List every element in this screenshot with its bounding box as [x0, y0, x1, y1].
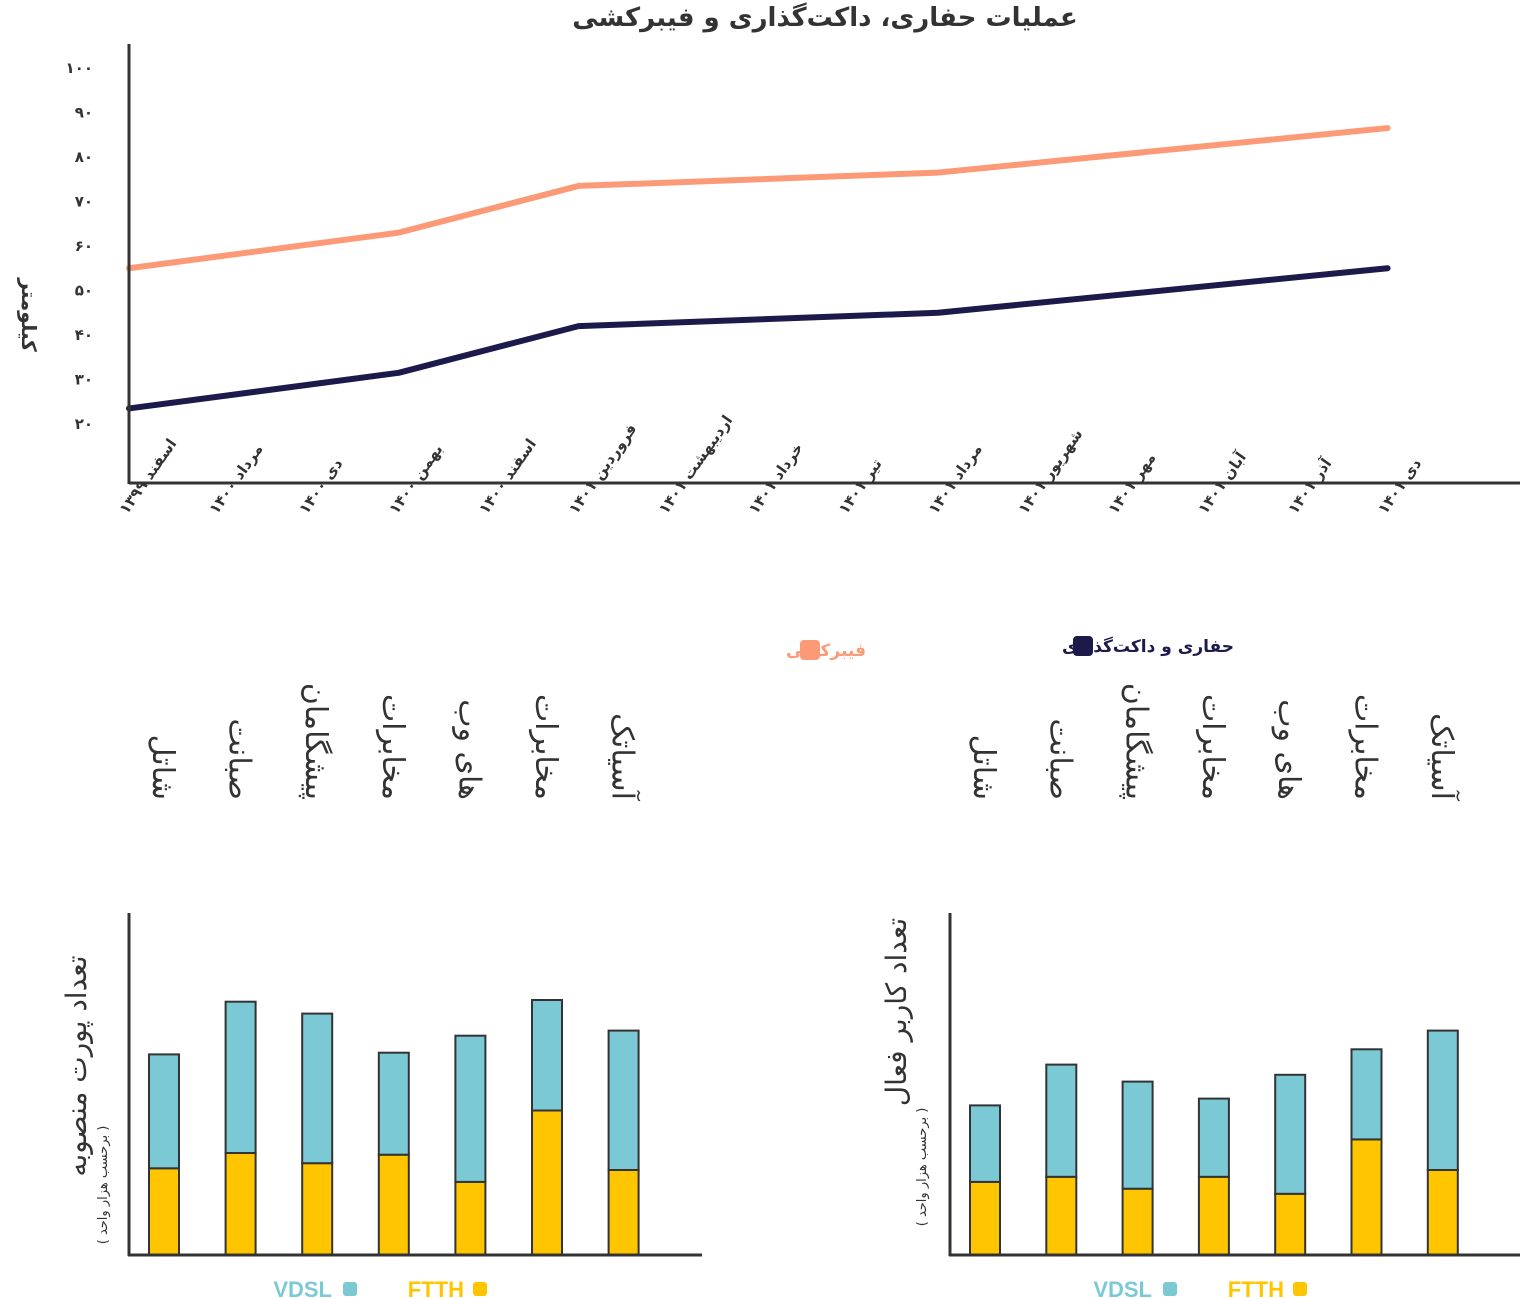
- users-bar-vdsl: [1274, 1073, 1307, 1195]
- line-chart: عملیات حفاری، داکت‌گذاری و فیبرکشی کیلوم…: [17, 2, 1520, 661]
- users-bar-vdsl: [1045, 1063, 1078, 1178]
- ports-bar-ftth: [148, 1167, 180, 1257]
- users-bar-ftth: [1197, 1175, 1230, 1257]
- legend-swatch-fiber: [800, 640, 820, 660]
- y-tick-label: ۸۰: [75, 148, 93, 166]
- legend-label-ftth: FTTH: [1228, 1277, 1284, 1299]
- ports-bar-vdsl: [377, 1051, 410, 1156]
- users-category-label: مخابرات: [1348, 694, 1383, 800]
- users-bar-ftth: [969, 1180, 1001, 1257]
- ports-category-label: شاتل: [145, 735, 180, 800]
- ports-bar-ftth: [454, 1180, 487, 1257]
- y-tick-label: ۳۰: [75, 371, 93, 389]
- x-tick-label: اسفند ۱۳۹۹: [116, 435, 181, 517]
- y-tick-label: ۵۰: [75, 282, 93, 300]
- ports-category-label: آسیاتک: [605, 713, 641, 802]
- users-bar-vdsl: [1121, 1080, 1154, 1190]
- legend-label-fiber: فیبرکشی: [786, 641, 866, 661]
- y-tick-label: ۷۰: [75, 193, 93, 211]
- ports-bar-vdsl: [531, 999, 563, 1112]
- bar-chart-ports-categories: شاتل صبانت پیشگامان مخابرات های وب مخابرات آسی…: [145, 683, 641, 802]
- legend-swatch-ftth: [1293, 1282, 1307, 1296]
- ports-bar-vdsl: [301, 1012, 334, 1165]
- users-bar-vdsl: [1197, 1097, 1230, 1178]
- legend-label-vdsl: VDSL: [1093, 1277, 1152, 1299]
- bar-chart-users-categories: شاتل صبانت پیشگامان مخابرات های وب مخابرات آسی…: [966, 683, 1460, 802]
- bar-chart-ports: تعداد پورت منصوبه ( برحسب هزار واحد ) شا…: [60, 683, 702, 1299]
- y-tick-label: ۶۰: [75, 237, 93, 255]
- users-bar-vdsl: [1350, 1048, 1383, 1141]
- users-category-label: های وب: [1271, 699, 1306, 800]
- x-tick-label: اردیبهشت ۱۴۰۱: [655, 412, 736, 517]
- bar-chart-users-bars: [969, 1029, 1459, 1257]
- ports-bar-ftth: [531, 1109, 563, 1256]
- ports-bar-ftth: [607, 1169, 640, 1256]
- ports-category-label: های وب: [451, 699, 486, 800]
- users-bar-ftth: [1274, 1192, 1307, 1257]
- x-tick-label: مرداد ۱۴۰۰: [205, 441, 266, 518]
- legend-label-duct: حفاری و داکت‌گذاری: [1062, 636, 1234, 657]
- bar-chart-users-legend: VDSL FTTH: [1093, 1277, 1307, 1299]
- y-tick-label: ۴۰: [75, 326, 93, 344]
- line-chart-x-ticks: اسفند ۱۳۹۹ مرداد ۱۴۰۰ دی ۱۴۰۰ بهمن ۱۴۰۰ اسفن…: [116, 412, 1426, 517]
- y-tick-label: ۲۰: [75, 415, 93, 433]
- ports-bar-vdsl: [607, 1029, 640, 1171]
- legend-swatch-vdsl: [343, 1282, 357, 1296]
- x-tick-label: فروردین ۱۴۰۱: [565, 420, 640, 517]
- x-tick-label: تیر ۱۴۰۱: [835, 455, 886, 517]
- line-chart-y-axis-label: کیلومتر: [17, 277, 41, 352]
- bar-chart-users: تعداد کاربر فعال ( برحسب هزار واحد ) شات…: [880, 683, 1520, 1299]
- series-line-duct: [126, 265, 1391, 412]
- x-tick-label: اسفند ۱۴۰۰: [475, 435, 540, 517]
- x-tick-label: بهمن ۱۴۰۰: [385, 441, 446, 518]
- users-bar-ftth: [1350, 1138, 1383, 1257]
- series-line-fiber: [126, 125, 1391, 272]
- bar-chart-ports-bars: [148, 999, 640, 1257]
- bar-chart-users-y-axis-sublabel: ( برحسب هزار واحد ): [915, 1108, 930, 1227]
- ports-category-label: پیشگامان: [298, 683, 333, 800]
- line-chart-y-ticks: ۲۰ ۳۰ ۴۰ ۵۰ ۶۰ ۷۰ ۸۰ ۹۰ ۱۰۰: [66, 59, 93, 433]
- ports-bar-ftth: [301, 1162, 334, 1256]
- x-tick-label: آذر ۱۴۰۱: [1284, 454, 1336, 517]
- ports-bar-vdsl: [224, 1000, 257, 1155]
- bar-chart-users-y-axis-label: تعداد کاربر فعال: [880, 918, 913, 1106]
- users-category-label: مخابرات: [1195, 694, 1230, 800]
- x-tick-label: دی ۱۴۰۰: [295, 455, 346, 517]
- users-bar-vdsl: [1426, 1029, 1459, 1171]
- ports-bar-vdsl: [148, 1053, 180, 1170]
- y-tick-label: ۹۰: [75, 104, 93, 122]
- ports-category-label: مخابرات: [528, 694, 563, 800]
- legend-swatch-ftth: [473, 1282, 487, 1296]
- users-category-label: آسیاتک: [1424, 713, 1460, 802]
- legend-label-ftth: FTTH: [408, 1277, 464, 1299]
- line-chart-series: [126, 125, 1391, 412]
- line-chart-legend: فیبرکشی حفاری و داکت‌گذاری: [786, 636, 1234, 661]
- legend-swatch-vdsl: [1163, 1282, 1177, 1296]
- ports-bar-vdsl: [454, 1034, 487, 1183]
- users-bar-ftth: [1045, 1175, 1078, 1257]
- ports-category-label: مخابرات: [375, 694, 410, 800]
- users-category-label: صبانت: [1042, 719, 1077, 800]
- users-category-label: شاتل: [966, 735, 1001, 800]
- bar-chart-ports-y-axis-label: تعداد پورت منصوبه: [60, 955, 93, 1176]
- legend-label-vdsl: VDSL: [273, 1277, 332, 1299]
- line-chart-title: عملیات حفاری، داکت‌گذاری و فیبرکشی: [572, 2, 1078, 33]
- bar-chart-ports-y-axis-sublabel: ( برحسب هزار واحد ): [96, 1126, 111, 1245]
- x-tick-label: دی ۱۴۰۱: [1374, 455, 1425, 517]
- ports-bar-ftth: [377, 1153, 410, 1256]
- y-tick-label: ۱۰۰: [66, 59, 93, 77]
- x-tick-label: مرداد ۱۴۰۱: [925, 441, 986, 518]
- users-bar-ftth: [1121, 1187, 1154, 1256]
- users-bar-vdsl: [969, 1104, 1001, 1183]
- users-bar-ftth: [1426, 1169, 1459, 1256]
- bar-chart-ports-legend: VDSL FTTH: [273, 1277, 487, 1299]
- legend-swatch-duct: [1073, 636, 1093, 656]
- ports-bar-ftth: [224, 1152, 257, 1256]
- x-tick-label: خرداد ۱۴۰۱: [745, 439, 807, 517]
- x-tick-label: شهریور ۱۴۰۱: [1015, 425, 1087, 517]
- ports-category-label: صبانت: [222, 719, 257, 800]
- users-category-label: پیشگامان: [1119, 683, 1154, 800]
